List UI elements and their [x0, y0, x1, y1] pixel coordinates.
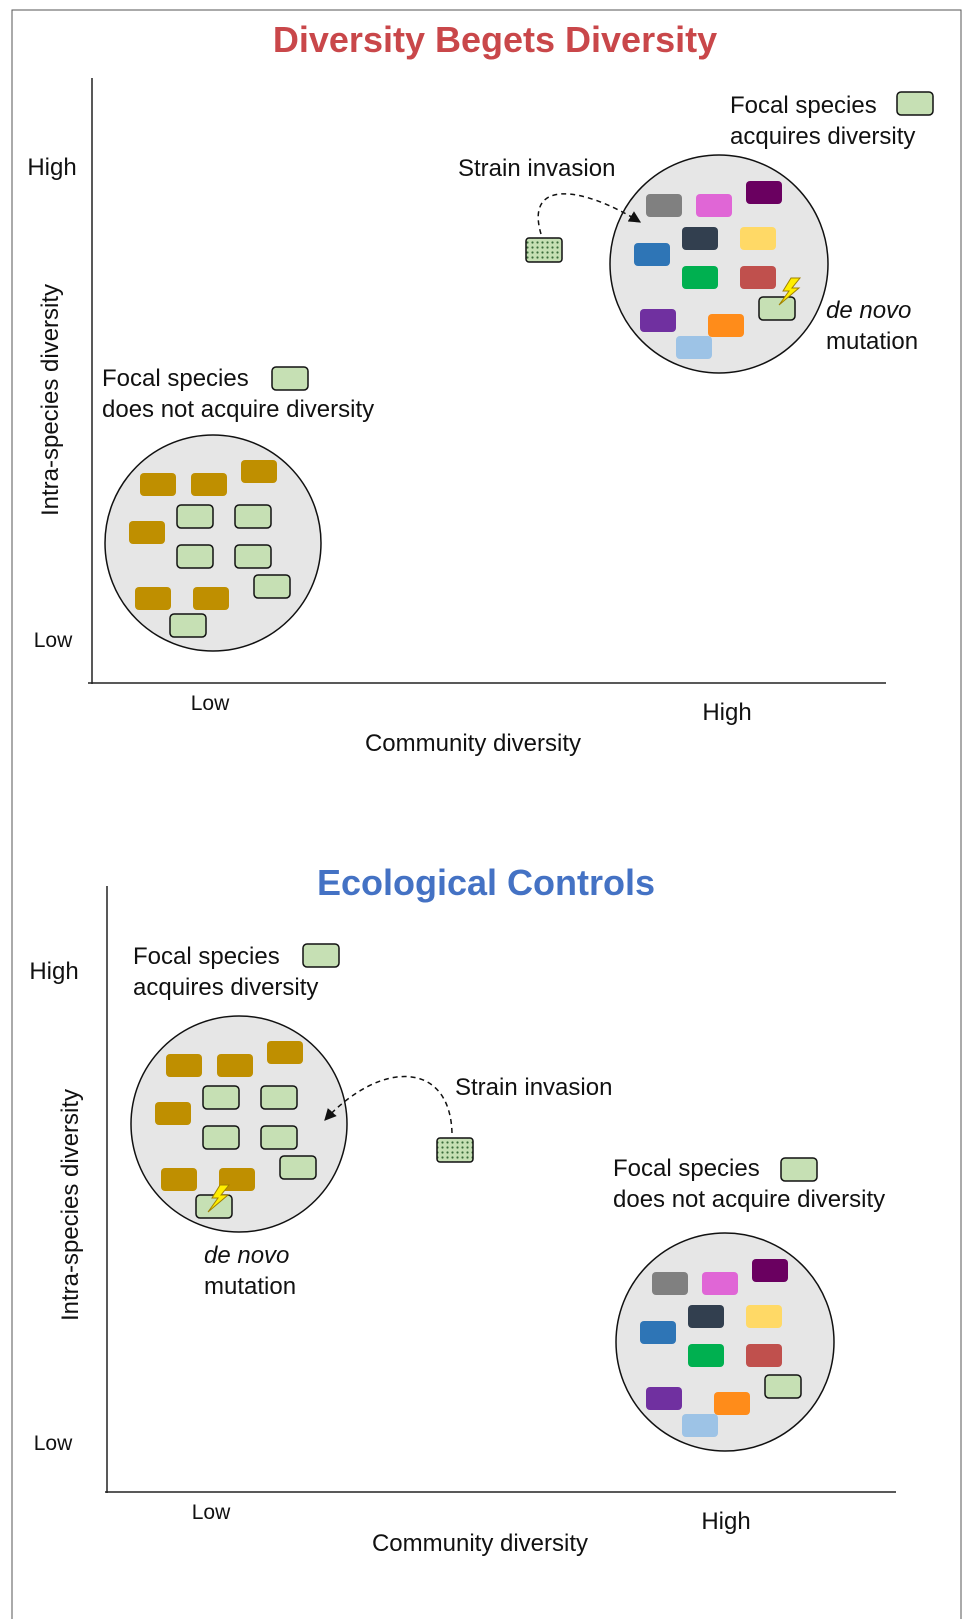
y-high: High — [27, 154, 76, 181]
species — [161, 1168, 197, 1191]
species — [746, 1344, 782, 1367]
focal-species — [235, 545, 271, 568]
x-axis-label: Community diversity — [365, 730, 581, 757]
x-axis-label: Community diversity — [372, 1530, 588, 1557]
species — [682, 1414, 718, 1437]
focal-species — [261, 1126, 297, 1149]
y-high: High — [29, 958, 78, 985]
community-label: Focal species — [613, 1155, 760, 1182]
species — [746, 1305, 782, 1328]
invading-strain — [437, 1138, 473, 1162]
species — [129, 521, 165, 544]
species — [640, 309, 676, 332]
community-label: Focal species — [730, 92, 877, 119]
species — [634, 243, 670, 266]
species — [646, 1387, 682, 1410]
species — [746, 181, 782, 204]
species — [714, 1392, 750, 1415]
species — [166, 1054, 202, 1077]
species — [135, 587, 171, 610]
species — [740, 227, 776, 250]
species — [646, 194, 682, 217]
x-high: High — [701, 1508, 750, 1535]
community-label: Focal species — [102, 365, 249, 392]
focal-species — [261, 1086, 297, 1109]
species — [688, 1344, 724, 1367]
focal-species — [203, 1126, 239, 1149]
legend-box — [781, 1158, 817, 1181]
focal-species — [235, 505, 271, 528]
species — [267, 1041, 303, 1064]
focal-species — [177, 505, 213, 528]
species — [217, 1054, 253, 1077]
species — [652, 1272, 688, 1295]
panel-title: Diversity Begets Diversity — [273, 19, 717, 60]
x-low: Low — [192, 1501, 231, 1524]
mutation-label: de novo — [204, 1242, 289, 1269]
species — [682, 227, 718, 250]
community-label: acquires diversity — [133, 974, 318, 1001]
species — [155, 1102, 191, 1125]
y-low: Low — [34, 1432, 73, 1455]
invading-strain — [526, 238, 562, 262]
species — [696, 194, 732, 217]
species — [740, 266, 776, 289]
y-low: Low — [34, 629, 73, 652]
x-low: Low — [191, 692, 230, 715]
species — [676, 336, 712, 359]
community-label: does not acquire diversity — [613, 1186, 885, 1213]
focal-species — [177, 545, 213, 568]
mutation-label: mutation — [826, 328, 918, 355]
community-label: does not acquire diversity — [102, 396, 374, 423]
y-axis-label: Intra-species diversity — [57, 1089, 84, 1321]
legend-box — [272, 367, 308, 390]
focal-species — [254, 575, 290, 598]
species — [702, 1272, 738, 1295]
mutation-label: de novo — [826, 297, 911, 324]
panel-title: Ecological Controls — [317, 862, 655, 903]
focal-species — [203, 1086, 239, 1109]
figure: Diversity Begets Diversity High Low Intr… — [0, 0, 973, 1619]
x-high: High — [702, 699, 751, 726]
legend-box — [303, 944, 339, 967]
mutation-label: mutation — [204, 1273, 296, 1300]
species — [640, 1321, 676, 1344]
species — [191, 473, 227, 496]
species — [708, 314, 744, 337]
species — [688, 1305, 724, 1328]
species — [140, 473, 176, 496]
legend-box — [897, 92, 933, 115]
focal-species — [280, 1156, 316, 1179]
species — [193, 587, 229, 610]
focal-species — [170, 614, 206, 637]
strain-invasion-label: Strain invasion — [455, 1074, 612, 1101]
species — [241, 460, 277, 483]
strain-invasion-label: Strain invasion — [458, 155, 615, 182]
community-label: Focal species — [133, 943, 280, 970]
species — [682, 266, 718, 289]
focal-species — [765, 1375, 801, 1398]
focal-species — [759, 297, 795, 320]
species — [752, 1259, 788, 1282]
community-label: acquires diversity — [730, 123, 915, 150]
y-axis-label: Intra-species diversity — [37, 284, 64, 516]
